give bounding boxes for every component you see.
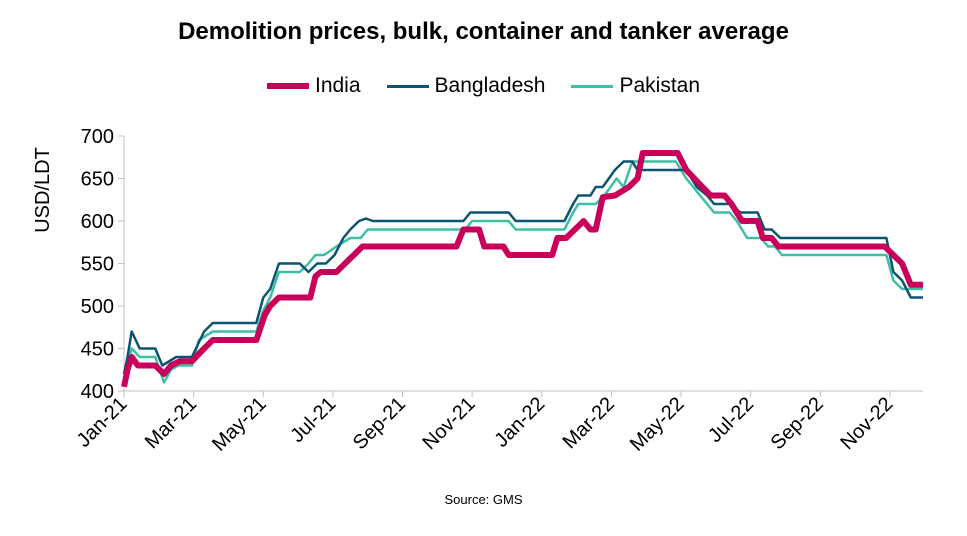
series-lines bbox=[121, 150, 923, 388]
y-tick-label: 550 bbox=[81, 254, 114, 276]
legend: India Bangladesh Pakistan bbox=[0, 74, 967, 98]
y-tick-label: 500 bbox=[81, 296, 114, 318]
y-tick-label: 700 bbox=[81, 126, 114, 148]
y-tick-label: 650 bbox=[81, 169, 114, 191]
legend-swatch-bangladesh bbox=[386, 84, 429, 88]
x-tick-label: Mar-21 bbox=[141, 393, 201, 453]
x-tick-label: Sep-22 bbox=[767, 393, 828, 454]
y-tick-label: 600 bbox=[81, 211, 114, 233]
x-tick-label: Nov-21 bbox=[419, 393, 480, 454]
x-tick-label: May-21 bbox=[208, 393, 271, 456]
series-line-pakistan bbox=[122, 160, 923, 384]
legend-swatch-india bbox=[266, 83, 309, 89]
x-tick-label: Mar-22 bbox=[559, 393, 619, 453]
legend-label-india: India bbox=[314, 74, 361, 97]
y-tick-label: 450 bbox=[81, 339, 114, 361]
y-tick-label: 400 bbox=[81, 381, 114, 403]
source-note: Source: GMS bbox=[444, 492, 523, 507]
series-line-india bbox=[121, 150, 923, 388]
x-tick-label: Jul-21 bbox=[286, 393, 340, 447]
y-axis: 400 450 500 550 600 650 700 bbox=[81, 126, 125, 403]
legend-label-pakistan: Pakistan bbox=[619, 74, 701, 97]
x-tick-label: Nov-22 bbox=[836, 393, 897, 454]
legend-item-bangladesh: Bangladesh bbox=[386, 74, 546, 98]
series-line-bangladesh bbox=[122, 160, 923, 375]
y-axis-title: USD/LDT bbox=[32, 147, 54, 233]
x-tick-label: May-22 bbox=[626, 393, 689, 456]
legend-item-india: India bbox=[266, 74, 361, 98]
x-tick-label: Jan-22 bbox=[491, 393, 550, 452]
legend-swatch-pakistan bbox=[571, 84, 614, 88]
legend-item-pakistan: Pakistan bbox=[571, 74, 700, 98]
x-tick-label: Jul-22 bbox=[704, 393, 758, 447]
legend-label-bangladesh: Bangladesh bbox=[434, 74, 546, 97]
x-axis: Jan-21 Mar-21 May-21 Jul-21 Sep-21 Nov-21 Jan-… bbox=[73, 390, 923, 456]
x-tick-label: Sep-21 bbox=[349, 393, 410, 454]
chart-title: Demolition prices, bulk, container and t… bbox=[178, 18, 789, 45]
